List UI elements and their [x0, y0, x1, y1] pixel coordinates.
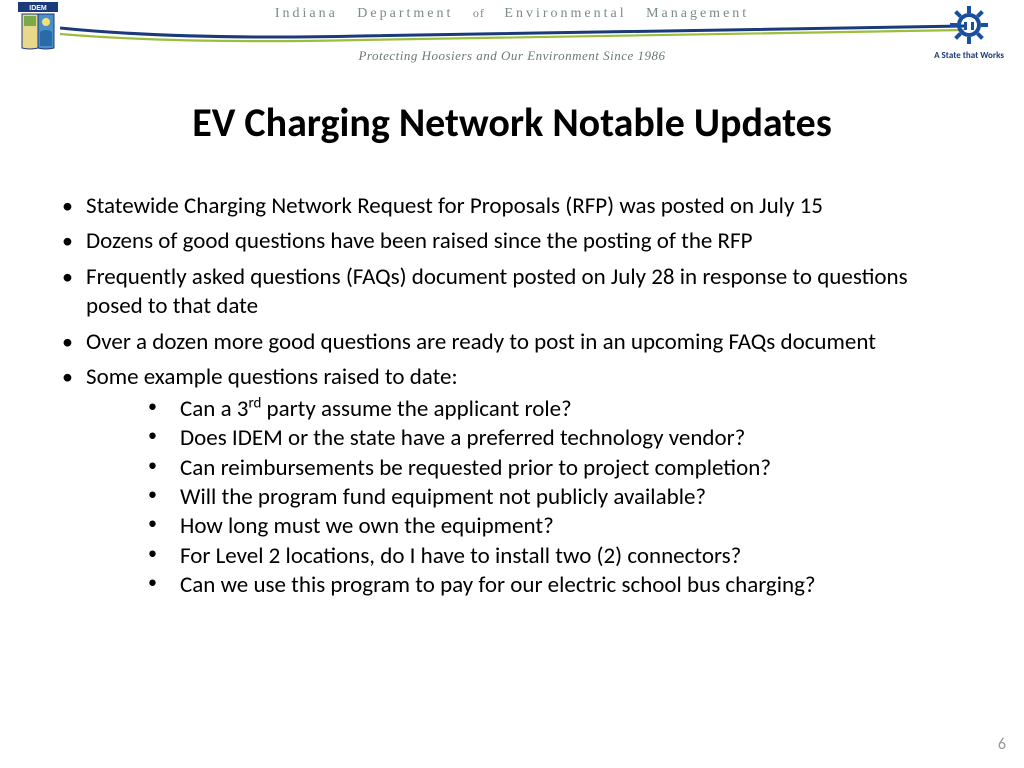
bullet-text: Some example questions raised to date:: [86, 363, 458, 391]
sub-bullet-item: Can we use this program to pay for our e…: [86, 571, 968, 600]
dept-word: Management: [646, 6, 749, 21]
bullet-text: Frequently asked questions (FAQs) docume…: [86, 263, 908, 320]
sub-bullet-text: Can a 3: [180, 395, 248, 423]
sub-bullet-item: For Level 2 locations, do I have to inst…: [86, 542, 968, 571]
state-motto: A State that Works: [934, 51, 1004, 60]
bullet-text: Statewide Charging Network Request for P…: [86, 192, 823, 220]
header-tagline: Protecting Hoosiers and Our Environment …: [0, 48, 1024, 64]
superscript: rd: [248, 394, 261, 412]
gear-icon: [950, 6, 988, 44]
sub-bullet-list: Can a 3rd party assume the applicant rol…: [86, 395, 968, 601]
sub-bullet-item: Will the program fund equipment not publ…: [86, 483, 968, 512]
bullet-text: Over a dozen more good questions are rea…: [86, 328, 876, 356]
bullet-item: Dozens of good questions have been raise…: [56, 227, 968, 256]
slide-body: Statewide Charging Network Request for P…: [56, 192, 968, 607]
bullet-text: Dozens of good questions have been raise…: [86, 227, 753, 255]
dept-word: Environmental: [504, 6, 626, 21]
bullet-item: Some example questions raised to date: Ca…: [56, 363, 968, 601]
sub-bullet-item: How long must we own the equipment?: [86, 512, 968, 541]
department-name: Indiana Department of Environmental Mana…: [0, 6, 1024, 22]
header-swoosh: [60, 22, 964, 44]
sub-bullet-item: Does IDEM or the state have a preferred …: [86, 424, 968, 453]
slide-header: IDEM Indiana Department of Environmental…: [0, 0, 1024, 70]
bullet-item: Statewide Charging Network Request for P…: [56, 192, 968, 221]
state-logo: A State that Works: [934, 6, 1004, 60]
sub-bullet-item: Can a 3rd party assume the applicant rol…: [86, 395, 968, 424]
slide-title: EV Charging Network Notable Updates: [0, 98, 1024, 147]
dept-word: Indiana: [275, 6, 338, 21]
sub-bullet-text: party assume the applicant role?: [261, 395, 571, 423]
dept-word: of: [473, 6, 485, 20]
bullet-list: Statewide Charging Network Request for P…: [56, 192, 968, 601]
dept-word: Department: [357, 6, 453, 21]
bullet-item: Frequently asked questions (FAQs) docume…: [56, 263, 968, 322]
slide: IDEM Indiana Department of Environmental…: [0, 0, 1024, 768]
sub-bullet-item: Can reimbursements be requested prior to…: [86, 454, 968, 483]
bullet-item: Over a dozen more good questions are rea…: [56, 328, 968, 357]
page-number: 6: [998, 735, 1006, 754]
